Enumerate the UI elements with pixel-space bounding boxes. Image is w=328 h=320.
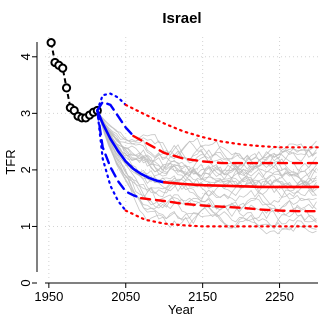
- observed-point: [61, 83, 72, 93]
- pi95-upper-projection-line: [96, 92, 127, 112]
- trajectories: [96, 110, 317, 235]
- y-tick-label: 1: [18, 223, 33, 230]
- trajectory-line: [96, 110, 317, 200]
- y-tick-label: 2: [18, 166, 33, 173]
- trajectory-line: [96, 110, 317, 222]
- pi80-lower-extended-line: [139, 197, 320, 213]
- trajectory-line: [96, 110, 317, 164]
- trajectory-line: [96, 110, 317, 165]
- series: [46, 38, 320, 228]
- x-tick-label: 2050: [111, 289, 140, 304]
- grid: [45, 37, 318, 284]
- axes: 1950 2050 2150 2250 0 1 2 3 4: [18, 42, 318, 304]
- pi95-lower-projection-line: [96, 109, 127, 212]
- observed-point: [46, 38, 56, 48]
- trajectory-line: [96, 110, 317, 235]
- chart-title: Israel: [162, 10, 201, 27]
- y-tick-label: 0: [18, 279, 33, 286]
- trajectory-line: [96, 110, 317, 191]
- trajectory-line: [96, 110, 317, 183]
- trajectory-line: [96, 110, 317, 181]
- y-axis-label: TFR: [3, 149, 18, 174]
- x-tick-label: 2250: [265, 289, 294, 304]
- x-tick-label: 2150: [188, 289, 217, 304]
- y-tick-label: 3: [18, 110, 33, 117]
- trajectory-line: [96, 110, 317, 202]
- median-projection-line: [96, 109, 166, 184]
- pi95-upper-extended-line: [124, 103, 320, 149]
- pi80-upper-extended-line: [132, 134, 320, 165]
- x-axis-label: Year: [168, 302, 195, 317]
- pi80-lower-projection-line: [96, 109, 143, 200]
- trajectory-line: [96, 110, 317, 176]
- pi80-upper-projection-line: [96, 100, 135, 138]
- x-tick-label: 1950: [34, 289, 63, 304]
- observed-point: [58, 63, 68, 73]
- trajectory-line: [96, 110, 317, 178]
- pi95-lower-extended-line: [124, 209, 320, 228]
- trajectory-line: [96, 110, 317, 183]
- y-tick-label: 4: [18, 53, 33, 60]
- median-extended-line: [162, 181, 320, 189]
- trajectory-line: [96, 110, 317, 229]
